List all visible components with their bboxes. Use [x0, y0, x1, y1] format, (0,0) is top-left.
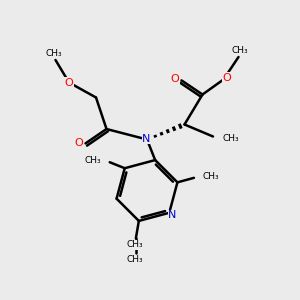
Text: N: N	[168, 210, 176, 220]
Text: CH₃: CH₃	[232, 46, 248, 55]
Text: CH₃: CH₃	[46, 49, 62, 58]
Text: O: O	[64, 77, 74, 88]
Text: O: O	[74, 138, 83, 148]
Text: O: O	[223, 73, 232, 83]
Text: N: N	[142, 134, 151, 144]
Text: O: O	[170, 74, 179, 84]
Text: CH₃: CH₃	[223, 134, 239, 143]
Text: CH₃: CH₃	[84, 156, 101, 165]
Text: CH₃: CH₃	[126, 255, 143, 264]
Text: CH₃: CH₃	[202, 172, 219, 181]
Text: CH₃: CH₃	[126, 240, 143, 249]
